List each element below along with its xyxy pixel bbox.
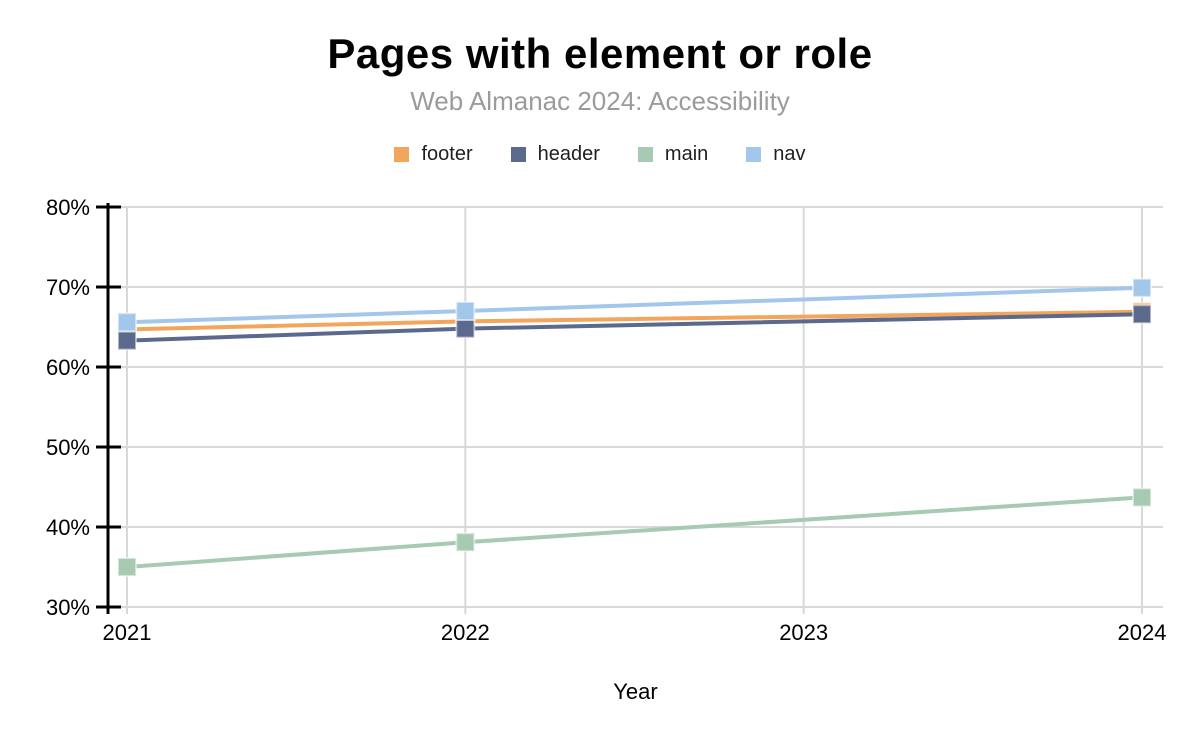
legend-item-footer[interactable]: footer: [394, 142, 473, 166]
legend-item-main[interactable]: main: [637, 142, 709, 166]
marker-main-2022: [455, 532, 476, 553]
marker-header-2021: [117, 330, 137, 351]
y-tick-label-70%: 70%: [46, 275, 90, 300]
legend-label-nav: nav: [773, 142, 806, 165]
x-tick-label-2024: 2024: [1118, 620, 1167, 645]
marker-nav-2021: [117, 312, 137, 333]
y-tick-label-80%: 80%: [46, 195, 90, 220]
legend-item-header[interactable]: header: [510, 142, 600, 166]
marker-header-2024: [1132, 304, 1152, 325]
legend-label-header: header: [537, 142, 600, 165]
marker-nav-2022: [455, 301, 476, 321]
y-tick-label-40%: 40%: [46, 515, 90, 540]
y-tick-label-60%: 60%: [46, 355, 90, 380]
x-tick-label-2022: 2022: [441, 620, 490, 645]
chart-subtitle: Web Almanac 2024: Accessibility: [410, 86, 790, 116]
chart-legend: footer header main nav: [0, 143, 1200, 165]
marker-header-2022: [455, 318, 476, 339]
marker-nav-2024: [1132, 277, 1152, 298]
legend-item-nav[interactable]: nav: [746, 142, 806, 166]
x-axis-title: Year: [613, 679, 657, 704]
legend-swatch-main: [637, 146, 653, 162]
marker-main-2024: [1132, 487, 1152, 508]
legend-label-main: main: [664, 142, 709, 165]
chart-title: Pages with element or role: [327, 30, 873, 77]
legend-swatch-footer: [394, 146, 410, 162]
y-tick-label-50%: 50%: [46, 435, 90, 460]
legend-swatch-header: [510, 146, 526, 162]
x-tick-label-2023: 2023: [779, 620, 828, 645]
legend-swatch-nav: [746, 146, 762, 162]
legend-label-footer: footer: [421, 142, 473, 165]
x-tick-label-2021: 2021: [103, 620, 152, 645]
series-line-main: [126, 495, 1143, 569]
y-tick-label-30%: 30%: [46, 595, 90, 620]
marker-main-2021: [117, 557, 137, 577]
